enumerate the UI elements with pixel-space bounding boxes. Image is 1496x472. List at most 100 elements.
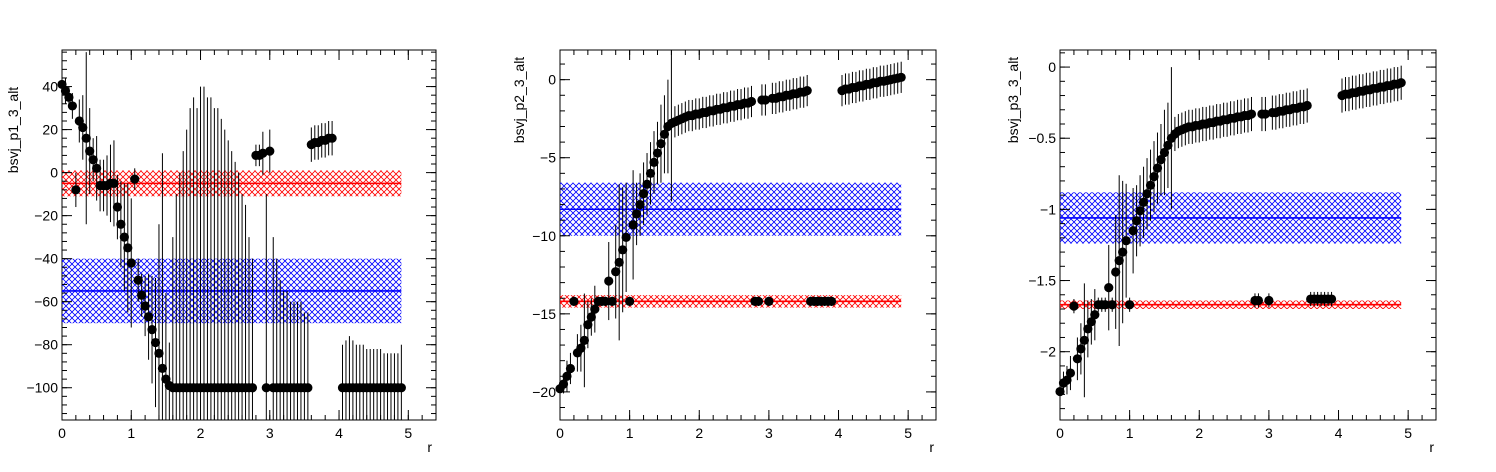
data-point xyxy=(157,363,168,373)
data-point xyxy=(1156,154,1166,165)
data-point xyxy=(1138,197,1149,207)
data-point xyxy=(659,129,670,139)
panel-3-bands xyxy=(1060,192,1402,309)
x-tick-label: 1 xyxy=(1126,425,1134,441)
data-point xyxy=(143,312,154,322)
x-tick-label: 2 xyxy=(197,425,205,441)
data-point xyxy=(558,379,569,389)
y-tick-label: −40 xyxy=(34,251,58,267)
data-point xyxy=(1090,310,1100,320)
x-tick-label: 3 xyxy=(1265,425,1273,441)
data-point xyxy=(147,325,157,335)
data-point xyxy=(1145,180,1156,190)
data-point xyxy=(1069,301,1079,311)
data-point xyxy=(327,133,337,143)
data-point xyxy=(586,312,596,322)
data-point xyxy=(604,276,614,286)
data-point xyxy=(247,383,258,393)
y-tick-label: −1 xyxy=(1040,201,1056,217)
x-tick-label: 3 xyxy=(266,425,274,441)
data-point xyxy=(628,220,638,230)
panel-2-ylabel: bsvj_p2_3_alt xyxy=(511,57,527,144)
data-point xyxy=(71,185,81,195)
data-point xyxy=(1152,163,1163,173)
data-point xyxy=(150,337,161,348)
data-point xyxy=(621,232,631,242)
data-point xyxy=(656,139,666,149)
panel-1: bsvj_p1_3_alt r 0 1 2 3 4 5 −100 −80 −60 −40 −20 0 2… xyxy=(5,49,437,455)
data-point xyxy=(1246,109,1257,119)
data-point xyxy=(85,146,95,156)
data-point xyxy=(1253,295,1264,306)
data-point xyxy=(1135,206,1145,216)
data-point xyxy=(126,258,136,268)
y-tick-label: −15 xyxy=(532,306,556,322)
data-point xyxy=(760,95,771,105)
data-point xyxy=(137,290,147,300)
data-point xyxy=(109,178,119,188)
y-tick-label: −20 xyxy=(532,384,556,400)
data-point xyxy=(1055,386,1065,397)
y-tick-label: −1.5 xyxy=(1028,273,1056,289)
panel-2-bands xyxy=(560,182,902,308)
x-tick-label: 0 xyxy=(1056,425,1064,441)
data-point xyxy=(607,296,617,306)
y-tick-label: −0.5 xyxy=(1028,130,1056,146)
data-point xyxy=(631,209,642,219)
data-point xyxy=(1260,109,1271,119)
data-point xyxy=(1125,300,1135,310)
data-point xyxy=(642,179,652,189)
y-tick-label: 0 xyxy=(1048,59,1056,75)
data-point xyxy=(1302,100,1312,111)
data-point xyxy=(1083,324,1093,334)
data-point xyxy=(1065,368,1076,378)
data-point xyxy=(1072,354,1083,364)
data-point xyxy=(635,199,645,210)
y-tick-label: −80 xyxy=(34,337,58,353)
panel-1-ylabel: bsvj_p1_3_alt xyxy=(5,87,21,174)
y-tick-label: 0 xyxy=(548,72,556,88)
data-point xyxy=(133,275,143,285)
y-tick-label: −2 xyxy=(1040,344,1056,360)
data-point xyxy=(576,343,586,353)
panel-3: bsvj_p3_3_alt r 0 1 2 3 4 5 −2 −1.5 −1 −0.5 0 xyxy=(1005,49,1437,455)
x-tick-label: 1 xyxy=(626,425,634,441)
y-tick-label: −100 xyxy=(26,380,58,396)
y-tick-label: −60 xyxy=(34,294,58,310)
data-point xyxy=(802,85,812,96)
y-tick-label: 20 xyxy=(42,122,58,138)
panel-3-points xyxy=(1055,78,1406,397)
data-point xyxy=(265,146,275,156)
data-point xyxy=(614,257,624,267)
x-tick-label: 2 xyxy=(695,425,703,441)
data-point xyxy=(583,320,593,330)
data-point xyxy=(1086,317,1096,327)
data-point xyxy=(618,245,628,255)
data-point xyxy=(396,383,406,393)
x-tick-label: 5 xyxy=(404,425,412,441)
data-point xyxy=(112,202,123,212)
x-tick-label: 4 xyxy=(335,425,343,441)
data-point xyxy=(611,267,621,277)
data-point xyxy=(1118,247,1128,257)
y-tick-label: −10 xyxy=(532,228,556,244)
data-point xyxy=(116,219,126,229)
data-point xyxy=(67,101,77,111)
panel-3-ylabel: bsvj_p3_3_alt xyxy=(1005,57,1021,144)
data-point xyxy=(1114,256,1124,266)
data-point xyxy=(78,122,88,133)
data-point xyxy=(1128,226,1138,236)
data-point xyxy=(1104,283,1114,293)
panel-1-xlabel: r xyxy=(427,439,432,455)
data-point xyxy=(1142,189,1152,199)
data-point xyxy=(764,296,774,306)
panel-2-points xyxy=(555,72,906,394)
data-point xyxy=(1149,172,1159,182)
data-point xyxy=(652,148,663,158)
data-point xyxy=(649,157,659,168)
data-point xyxy=(645,168,656,178)
x-tick-label: 3 xyxy=(765,425,773,441)
data-point xyxy=(88,155,98,165)
data-point xyxy=(119,232,129,242)
data-point xyxy=(1131,216,1142,226)
